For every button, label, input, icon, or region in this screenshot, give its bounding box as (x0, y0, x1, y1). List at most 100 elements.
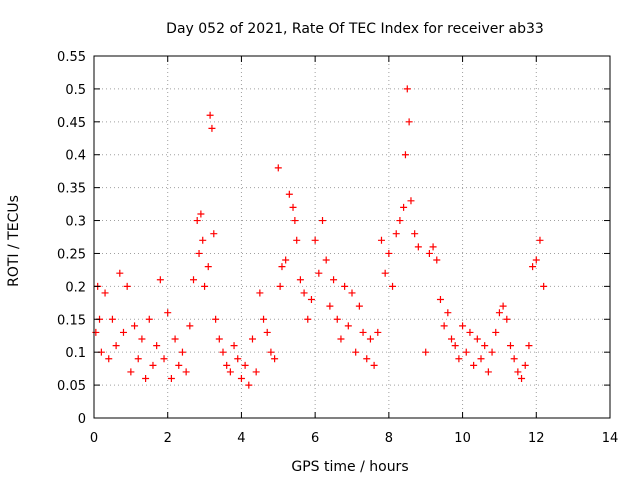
data-point (429, 243, 437, 251)
data-point (448, 335, 456, 343)
data-point (459, 322, 467, 330)
data-point (341, 282, 349, 290)
data-point (359, 328, 367, 336)
data-point (401, 151, 409, 159)
chart-title: Day 052 of 2021, Rate Of TEC Index for r… (166, 21, 544, 37)
data-point (193, 217, 201, 225)
data-point (226, 368, 234, 376)
data-point (160, 355, 168, 363)
data-point (462, 348, 470, 356)
data-point (182, 368, 190, 376)
y-tick-label: 0.45 (57, 116, 86, 131)
data-point (274, 164, 282, 172)
data-point (178, 348, 186, 356)
data-point (167, 375, 175, 383)
data-point (525, 342, 533, 350)
data-point (414, 243, 422, 251)
y-tick-label: 0.4 (65, 149, 86, 164)
data-point (108, 315, 116, 323)
data-point (481, 342, 489, 350)
data-point (131, 322, 139, 330)
data-point (540, 282, 548, 290)
data-point (149, 361, 157, 369)
data-point (374, 328, 382, 336)
data-point (405, 118, 413, 126)
data-point (245, 381, 253, 389)
data-point (518, 375, 526, 383)
data-point (142, 375, 150, 383)
data-point (267, 348, 275, 356)
data-point (355, 302, 363, 310)
data-point (276, 282, 284, 290)
data-point (506, 342, 514, 350)
data-point (199, 236, 207, 244)
y-axis-label: ROTI / TECUs (6, 195, 22, 287)
data-point (529, 263, 537, 271)
data-point (470, 361, 478, 369)
data-point (134, 355, 142, 363)
data-point (296, 276, 304, 284)
data-point (499, 302, 507, 310)
data-point (425, 249, 433, 257)
y-tick-label: 0.55 (57, 50, 86, 65)
data-point (219, 348, 227, 356)
y-tick-label: 0.05 (57, 379, 86, 394)
data-point (289, 203, 297, 211)
x-tick-label: 6 (311, 431, 319, 446)
data-point (370, 361, 378, 369)
data-point (333, 315, 341, 323)
data-point (195, 249, 203, 257)
data-point (153, 342, 161, 350)
data-point (291, 217, 299, 225)
data-point (451, 342, 459, 350)
data-point (407, 197, 415, 205)
data-point (212, 315, 220, 323)
y-tick-label: 0.3 (65, 215, 86, 230)
y-tick-label: 0.1 (65, 346, 86, 361)
data-point (488, 348, 496, 356)
data-point (381, 269, 389, 277)
data-point (532, 256, 540, 264)
data-point (234, 355, 242, 363)
data-point (307, 296, 315, 304)
data-point (330, 276, 338, 284)
data-points (92, 85, 548, 389)
data-point (215, 335, 223, 343)
data-point (282, 256, 290, 264)
data-point (440, 322, 448, 330)
data-point (377, 236, 385, 244)
data-point (503, 315, 511, 323)
data-point (201, 282, 209, 290)
y-tick-label: 0 (78, 412, 86, 427)
data-point (252, 368, 260, 376)
data-point (319, 217, 327, 225)
data-point (230, 342, 238, 350)
data-point (119, 328, 127, 336)
data-point (223, 361, 231, 369)
data-point (171, 335, 179, 343)
data-point (285, 190, 293, 198)
data-point (271, 355, 279, 363)
data-point (455, 355, 463, 363)
data-point (348, 289, 356, 297)
x-tick-label: 12 (528, 431, 545, 446)
data-point (436, 296, 444, 304)
data-point (484, 368, 492, 376)
data-point (492, 328, 500, 336)
data-point (101, 289, 109, 297)
data-point (326, 302, 334, 310)
data-point (197, 210, 205, 218)
data-point (210, 230, 218, 238)
data-point (466, 328, 474, 336)
data-point (521, 361, 529, 369)
data-point (495, 309, 503, 317)
data-point (116, 269, 124, 277)
data-point (473, 335, 481, 343)
data-point (411, 230, 419, 238)
data-point (164, 309, 172, 317)
x-tick-label: 14 (602, 431, 619, 446)
x-tick-label: 8 (385, 431, 393, 446)
y-tick-label: 0.35 (57, 182, 86, 197)
data-point (366, 335, 374, 343)
